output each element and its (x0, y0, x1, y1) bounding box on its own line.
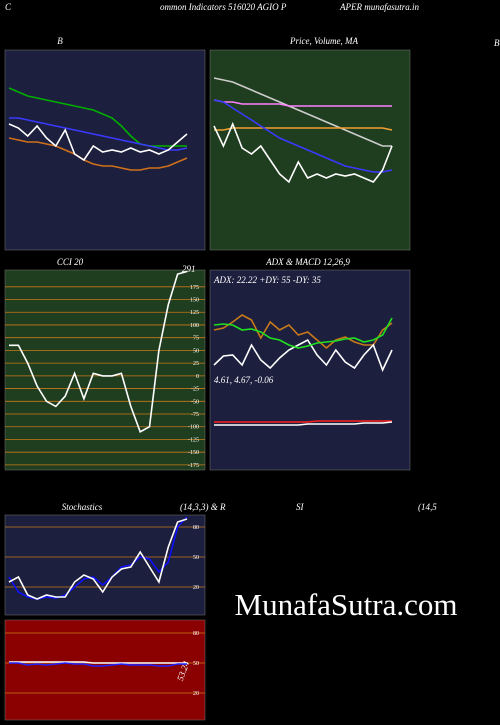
series-line (8, 518, 188, 600)
series-line (9, 117, 188, 151)
y-tick-label: -175 (188, 463, 199, 469)
series-line (214, 421, 393, 426)
y-tick-label: 150 (190, 298, 199, 304)
series-line (213, 77, 392, 147)
header-right: APER munafasutra.in (339, 2, 419, 12)
series-line (9, 270, 188, 433)
series-line (213, 338, 393, 373)
row-label: (14,5 (418, 502, 437, 512)
series-line (213, 314, 393, 350)
row-label: SI (296, 502, 305, 512)
y-tick-label: 100 (190, 323, 199, 329)
y-tick-label: 50 (193, 555, 199, 561)
y-tick-label: 50 (193, 661, 199, 667)
y-tick-label: 125 (190, 310, 199, 316)
panel-title: Price, Volume, MA (289, 36, 358, 46)
series-line (8, 137, 188, 171)
panel (4, 269, 206, 471)
y-tick-label: 20 (193, 585, 199, 591)
y-tick-label: -150 (188, 450, 199, 456)
header-far-right: B (494, 38, 500, 48)
y-tick-label: -100 (188, 425, 199, 431)
y-tick-label: 25 (193, 361, 199, 367)
annotation: 4.61, 4.67, -0.06 (214, 375, 274, 385)
series-line (213, 121, 393, 184)
panel (209, 49, 411, 251)
y-tick-label: -25 (191, 387, 199, 393)
header-middle: ommon Indicators 516020 AGIO P (160, 2, 287, 12)
y-tick-label: 175 (190, 285, 199, 291)
y-tick-label: 75 (193, 336, 199, 342)
series-line (8, 87, 187, 147)
series-line (9, 662, 187, 667)
watermark: MunafaSutra.com (235, 587, 458, 622)
y-tick-label: 80 (193, 525, 199, 531)
panel-title: B (57, 36, 63, 46)
series-line (9, 661, 187, 664)
y-tick-label: -50 (191, 399, 199, 405)
panel-title: CCI 20 (57, 257, 84, 267)
panel (4, 619, 206, 721)
annotation: 291 (182, 264, 196, 274)
y-tick-label: 50 (193, 348, 199, 354)
header-left: C (5, 2, 12, 12)
series-line (214, 127, 393, 131)
series-line (213, 99, 393, 173)
annotation: ADX: 22.22 +DY: 55 -DY: 35 (213, 275, 321, 285)
series-line (213, 99, 392, 107)
series-line (214, 420, 392, 423)
panel (209, 269, 411, 471)
panel-title: Stochastics (62, 502, 103, 512)
y-tick-label: -75 (191, 412, 199, 418)
series-line (8, 123, 188, 162)
series-line (213, 317, 393, 349)
y-tick-label: -125 (188, 437, 199, 443)
y-tick-label: 80 (193, 631, 199, 637)
y-tick-label: 20 (193, 691, 199, 697)
row-label: (14,3,3) & R (180, 502, 226, 512)
panel-title: ADX & MACD 12,26,9 (265, 257, 350, 267)
y-tick-label: 0 (196, 374, 199, 380)
